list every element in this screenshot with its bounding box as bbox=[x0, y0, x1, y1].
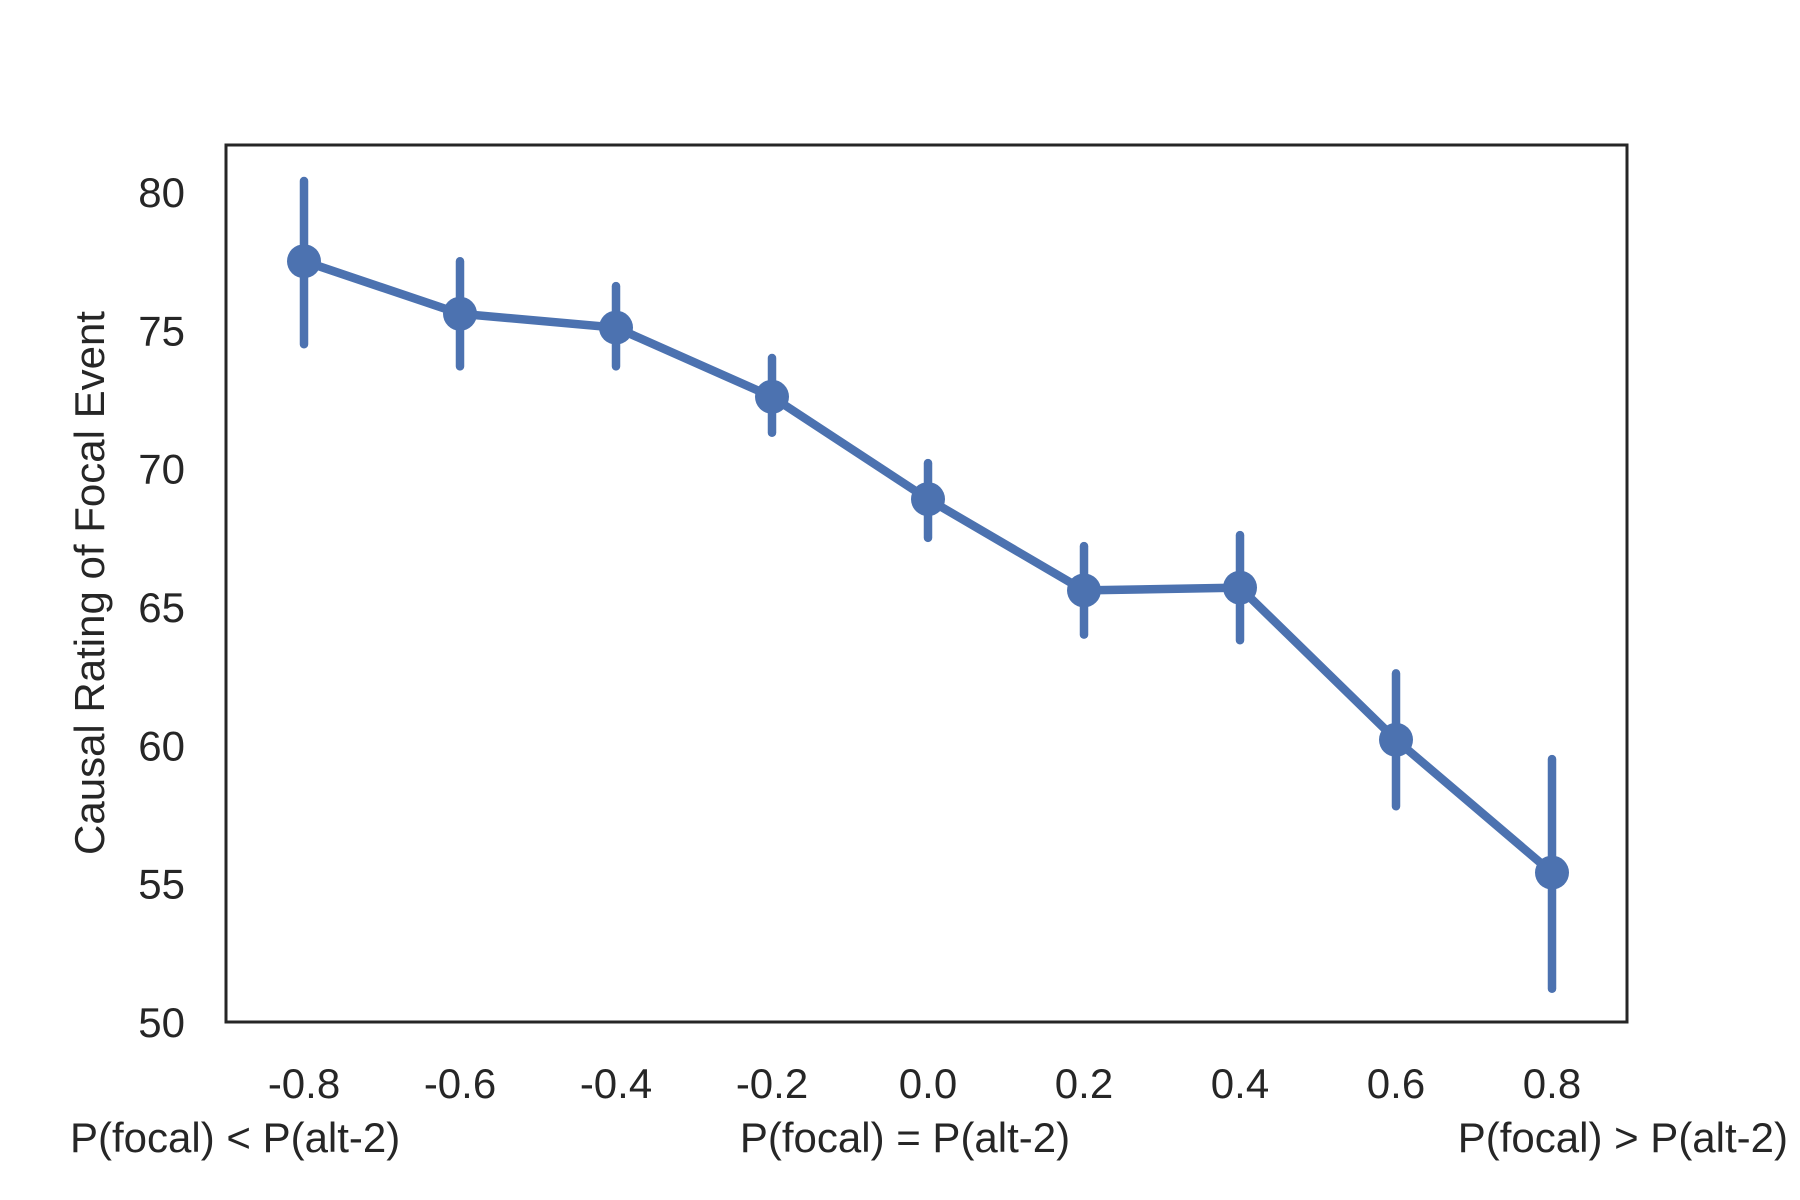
x-tick-label: -0.2 bbox=[736, 1060, 808, 1107]
x-group-label-equal: P(focal) = P(alt-2) bbox=[740, 1114, 1070, 1161]
data-point bbox=[1067, 573, 1101, 608]
y-tick-label: 75 bbox=[138, 307, 185, 354]
x-tick-label: -0.6 bbox=[424, 1060, 496, 1107]
x-tick-label: 0.0 bbox=[899, 1060, 957, 1107]
y-tick-labels: 50 55 60 65 70 75 80 bbox=[138, 169, 185, 1046]
x-tick-label: -0.8 bbox=[268, 1060, 340, 1107]
data-point bbox=[1535, 855, 1569, 890]
data-point bbox=[911, 482, 945, 517]
x-tick-label: 0.8 bbox=[1523, 1060, 1581, 1107]
data-point bbox=[443, 296, 477, 331]
data-point bbox=[1223, 570, 1257, 605]
data-point bbox=[599, 310, 633, 345]
data-point bbox=[1379, 722, 1413, 757]
y-tick-label: 55 bbox=[138, 861, 185, 908]
y-axis-label: Causal Rating of Focal Event bbox=[66, 311, 113, 855]
y-tick-label: 50 bbox=[138, 999, 185, 1046]
x-tick-labels: -0.8 -0.6 -0.4 -0.2 0.0 0.2 0.4 0.6 0.8 bbox=[268, 1060, 1581, 1107]
x-tick-label: 0.4 bbox=[1211, 1060, 1269, 1107]
data-point bbox=[755, 379, 789, 414]
y-tick-label: 65 bbox=[138, 584, 185, 631]
x-tick-label: 0.6 bbox=[1367, 1060, 1425, 1107]
plot-marks bbox=[287, 176, 1569, 994]
plot-frame bbox=[224, 143, 1629, 1024]
data-point bbox=[287, 244, 321, 279]
x-group-label-less: P(focal) < P(alt-2) bbox=[70, 1114, 400, 1161]
x-tick-label: 0.2 bbox=[1055, 1060, 1113, 1107]
y-tick-label: 80 bbox=[138, 169, 185, 216]
y-tick-label: 70 bbox=[138, 446, 185, 493]
y-tick-label: 60 bbox=[138, 722, 185, 769]
x-group-label-greater: P(focal) > P(alt-2) bbox=[1458, 1114, 1788, 1161]
x-tick-label: -0.4 bbox=[580, 1060, 652, 1107]
series-line bbox=[302, 257, 1555, 876]
